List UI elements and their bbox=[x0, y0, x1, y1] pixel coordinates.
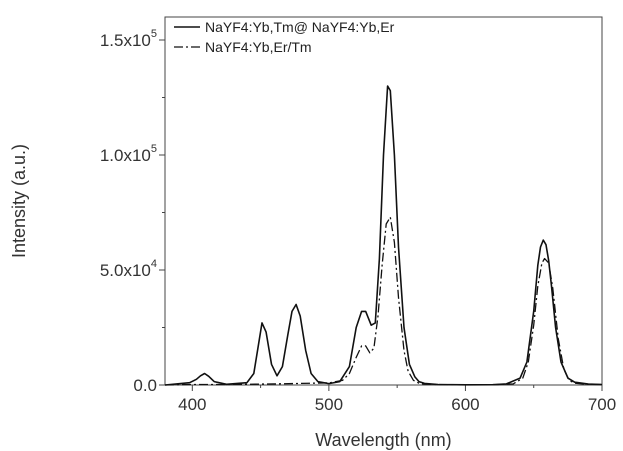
y-axis-ticks: 0.0 5.0x104 1.0x105 1.5x105 bbox=[100, 28, 165, 395]
y-tick-label: 5.0x104 bbox=[100, 258, 157, 280]
x-tick-label: 500 bbox=[315, 395, 343, 414]
legend-label-core-shell: NaYF4:Yb,Tm@ NaYF4:Yb,Er bbox=[205, 19, 395, 35]
x-axis-ticks: 400 500 600 700 bbox=[178, 385, 616, 414]
y-tick-label: 1.5x105 bbox=[100, 28, 157, 50]
x-tick-label: 600 bbox=[451, 395, 479, 414]
series-layer bbox=[164, 85, 603, 386]
x-tick-label: 700 bbox=[588, 395, 616, 414]
plot-frame bbox=[164, 16, 603, 386]
series-line-codoped bbox=[164, 216, 603, 386]
y-axis-title: Intensity (a.u.) bbox=[9, 144, 29, 258]
y-tick-label: 1.0x105 bbox=[100, 143, 157, 165]
legend-label-codoped: NaYF4:Yb,Er/Tm bbox=[205, 39, 312, 55]
legend: NaYF4:Yb,Tm@ NaYF4:Yb,Er NaYF4:Yb,Er/Tm bbox=[174, 19, 395, 55]
x-axis-title: Wavelength (nm) bbox=[315, 430, 451, 450]
x-tick-label: 400 bbox=[178, 395, 206, 414]
y-tick-label: 0.0 bbox=[133, 376, 157, 395]
series-line-core-shell bbox=[164, 85, 603, 386]
